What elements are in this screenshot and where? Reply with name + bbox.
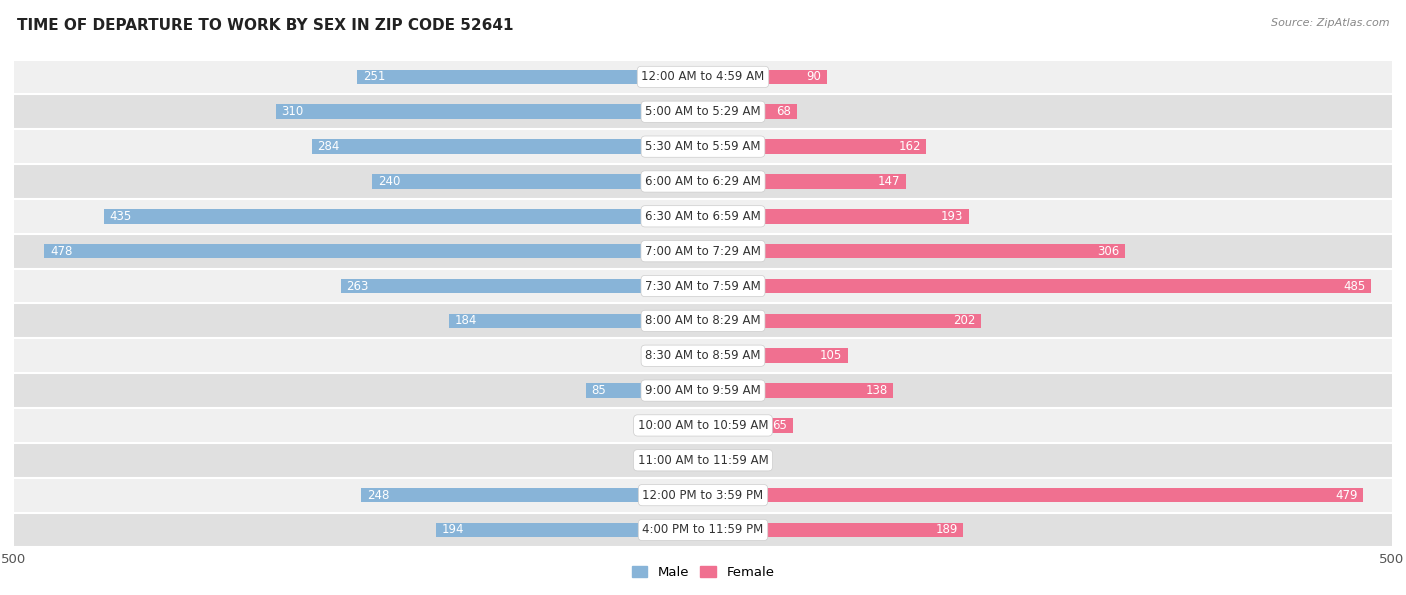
Bar [436, 522, 703, 537]
Text: 9: 9 [678, 419, 685, 432]
Text: 6:00 AM to 6:29 AM: 6:00 AM to 6:29 AM [645, 175, 761, 188]
Bar [703, 418, 793, 433]
Bar [45, 244, 703, 258]
Bar [14, 339, 1392, 373]
Text: 6:30 AM to 6:59 AM: 6:30 AM to 6:59 AM [645, 210, 761, 223]
Bar [361, 488, 703, 502]
Text: 5:30 AM to 5:59 AM: 5:30 AM to 5:59 AM [645, 140, 761, 153]
Text: 184: 184 [456, 314, 478, 327]
Bar [373, 174, 703, 189]
Bar [690, 349, 703, 363]
Text: 485: 485 [1344, 280, 1365, 293]
Bar [703, 453, 738, 468]
Bar [664, 453, 703, 468]
Text: 138: 138 [865, 384, 887, 397]
Text: 240: 240 [378, 175, 401, 188]
Bar [703, 244, 1125, 258]
Legend: Male, Female: Male, Female [626, 561, 780, 585]
Bar [703, 314, 981, 328]
Text: 479: 479 [1334, 488, 1358, 502]
Bar [14, 164, 1392, 199]
Bar [14, 443, 1392, 478]
Text: 8:30 AM to 8:59 AM: 8:30 AM to 8:59 AM [645, 349, 761, 362]
Bar [703, 139, 927, 154]
Bar [104, 209, 703, 224]
Bar [450, 314, 703, 328]
Text: 5:00 AM to 5:29 AM: 5:00 AM to 5:29 AM [645, 105, 761, 118]
Bar [14, 512, 1392, 547]
Text: 65: 65 [772, 419, 787, 432]
Text: 7:30 AM to 7:59 AM: 7:30 AM to 7:59 AM [645, 280, 761, 293]
Bar [14, 268, 1392, 303]
Bar [703, 209, 969, 224]
Bar [703, 488, 1362, 502]
Bar [14, 373, 1392, 408]
Text: Source: ZipAtlas.com: Source: ZipAtlas.com [1271, 18, 1389, 28]
Bar [14, 129, 1392, 164]
Bar [586, 383, 703, 398]
Text: 189: 189 [935, 524, 957, 537]
Text: 194: 194 [441, 524, 464, 537]
Text: 147: 147 [877, 175, 900, 188]
Text: 9: 9 [678, 349, 685, 362]
Text: 162: 162 [898, 140, 921, 153]
Bar [14, 303, 1392, 339]
Text: 435: 435 [110, 210, 131, 223]
Text: 263: 263 [346, 280, 368, 293]
Text: 248: 248 [367, 488, 389, 502]
Bar [703, 383, 893, 398]
Bar [14, 95, 1392, 129]
Bar [703, 174, 905, 189]
Bar [703, 278, 1371, 293]
Text: 9:00 AM to 9:59 AM: 9:00 AM to 9:59 AM [645, 384, 761, 397]
Bar [340, 278, 703, 293]
Text: 90: 90 [807, 70, 821, 83]
Text: 26: 26 [744, 454, 759, 466]
Text: 85: 85 [592, 384, 606, 397]
Bar [14, 408, 1392, 443]
Text: 68: 68 [776, 105, 792, 118]
Text: 193: 193 [941, 210, 963, 223]
Bar [276, 105, 703, 119]
Text: 29: 29 [643, 454, 658, 466]
Text: 478: 478 [49, 245, 72, 258]
Bar [690, 418, 703, 433]
Bar [703, 70, 827, 84]
Bar [14, 199, 1392, 234]
Text: 8:00 AM to 8:29 AM: 8:00 AM to 8:29 AM [645, 314, 761, 327]
Text: 12:00 PM to 3:59 PM: 12:00 PM to 3:59 PM [643, 488, 763, 502]
Bar [703, 349, 848, 363]
Text: 7:00 AM to 7:29 AM: 7:00 AM to 7:29 AM [645, 245, 761, 258]
Text: 10:00 AM to 10:59 AM: 10:00 AM to 10:59 AM [638, 419, 768, 432]
Text: 306: 306 [1097, 245, 1119, 258]
Bar [312, 139, 703, 154]
Text: 284: 284 [318, 140, 340, 153]
Text: 310: 310 [281, 105, 304, 118]
Text: 105: 105 [820, 349, 842, 362]
Text: 251: 251 [363, 70, 385, 83]
Bar [703, 522, 963, 537]
Bar [14, 478, 1392, 512]
Text: 4:00 PM to 11:59 PM: 4:00 PM to 11:59 PM [643, 524, 763, 537]
Text: 202: 202 [953, 314, 976, 327]
Text: 11:00 AM to 11:59 AM: 11:00 AM to 11:59 AM [638, 454, 768, 466]
Bar [357, 70, 703, 84]
Bar [14, 60, 1392, 95]
Text: 12:00 AM to 4:59 AM: 12:00 AM to 4:59 AM [641, 70, 765, 83]
Text: TIME OF DEPARTURE TO WORK BY SEX IN ZIP CODE 52641: TIME OF DEPARTURE TO WORK BY SEX IN ZIP … [17, 18, 513, 33]
Bar [14, 234, 1392, 268]
Bar [703, 105, 797, 119]
